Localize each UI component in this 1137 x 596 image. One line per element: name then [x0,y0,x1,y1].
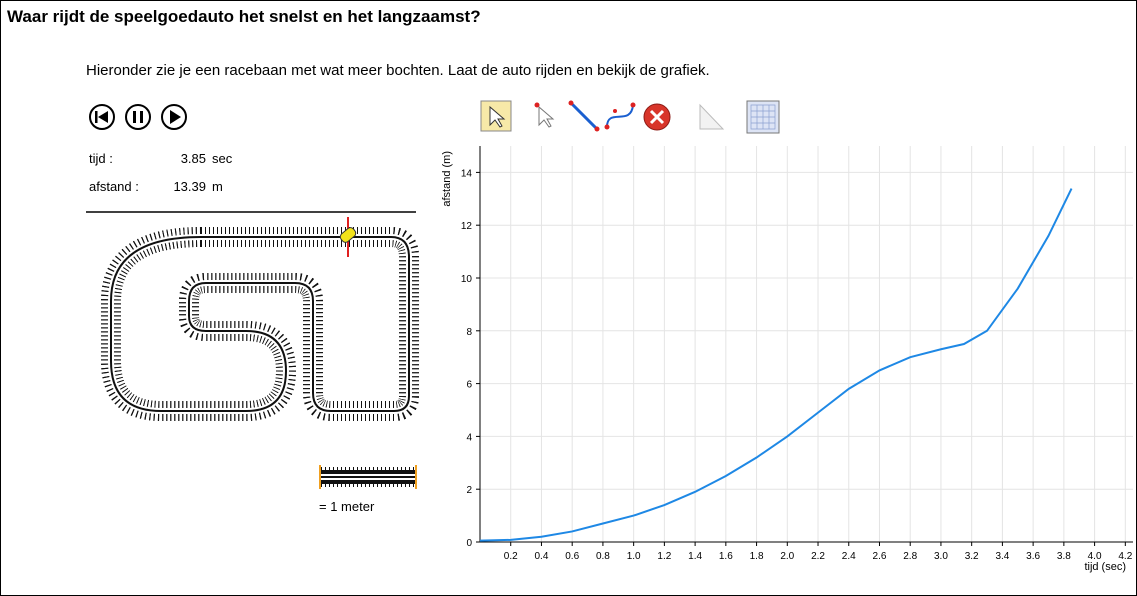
x-tick-label: 2.4 [842,551,856,562]
x-tick-label: 1.2 [657,551,671,562]
curve-tool[interactable] [604,102,636,130]
x-tick-label: 1.6 [719,551,733,562]
x-tick-label: 2.8 [903,551,917,562]
pause-button[interactable] [125,104,151,130]
y-tick-label: 10 [461,274,473,285]
graph: 0.2 0.4 0.6 0.8 1.0 1.2 1.4 1.6 1.8 2.0 2.2 2.4 2.6 2… [441,146,1133,573]
scale-bar [319,465,417,489]
y-tick-label: 6 [466,380,472,391]
grid-tool[interactable] [746,100,780,134]
x-tick-label: 1.0 [627,551,641,562]
race-track [101,227,419,421]
y-tick-label: 2 [466,485,472,496]
x-tick-label: 2.2 [811,551,825,562]
time-value: 3.85 [181,151,206,166]
x-tick-label: 3.2 [965,551,979,562]
x-axis-label: tijd (sec) [1084,561,1126,573]
distance-unit: m [212,179,223,194]
y-tick-label: 12 [461,221,473,232]
x-tick-label: 2.0 [780,551,794,562]
y-tick-label: 4 [466,432,472,443]
rewind-button[interactable] [89,104,115,130]
x-tick-label: 3.8 [1057,551,1071,562]
time-unit: sec [212,151,233,166]
x-tick-label: 0.4 [535,551,549,562]
x-tick-label: 1.4 [688,551,702,562]
distance-value: 13.39 [173,179,206,194]
select-tool[interactable] [480,100,512,132]
x-tick-label: 4.2 [1118,551,1132,562]
instruction: Hieronder zie je een racebaan met wat me… [86,62,710,79]
time-label: tijd : [89,151,113,166]
x-tick-label: 3.4 [995,551,1009,562]
x-tick-label: 3.6 [1026,551,1040,562]
line-tool[interactable] [568,100,600,132]
car [339,217,357,257]
point-tool[interactable] [534,102,555,128]
x-tick-label: 0.6 [565,551,579,562]
distance-curve [479,188,1073,542]
distance-label: afstand : [89,179,139,194]
y-tick-label: 14 [461,168,473,179]
scale-label: = 1 meter [319,499,375,514]
x-tick-label: 0.8 [596,551,610,562]
title: Waar rijdt de speelgoedauto het snelst e… [7,7,481,26]
play-button[interactable] [161,104,187,130]
x-tick-label: 1.8 [750,551,764,562]
y-tick-label: 8 [466,327,472,338]
triangle-tool[interactable] [699,103,725,130]
x-tick-label: 3.0 [934,551,948,562]
y-axis-label: afstand (m) [441,151,453,207]
x-tick-label: 4.0 [1088,551,1102,562]
x-tick-label: 2.6 [873,551,887,562]
delete-tool[interactable] [643,103,671,131]
y-tick-label: 0 [466,538,472,549]
x-tick-label: 0.2 [504,551,518,562]
